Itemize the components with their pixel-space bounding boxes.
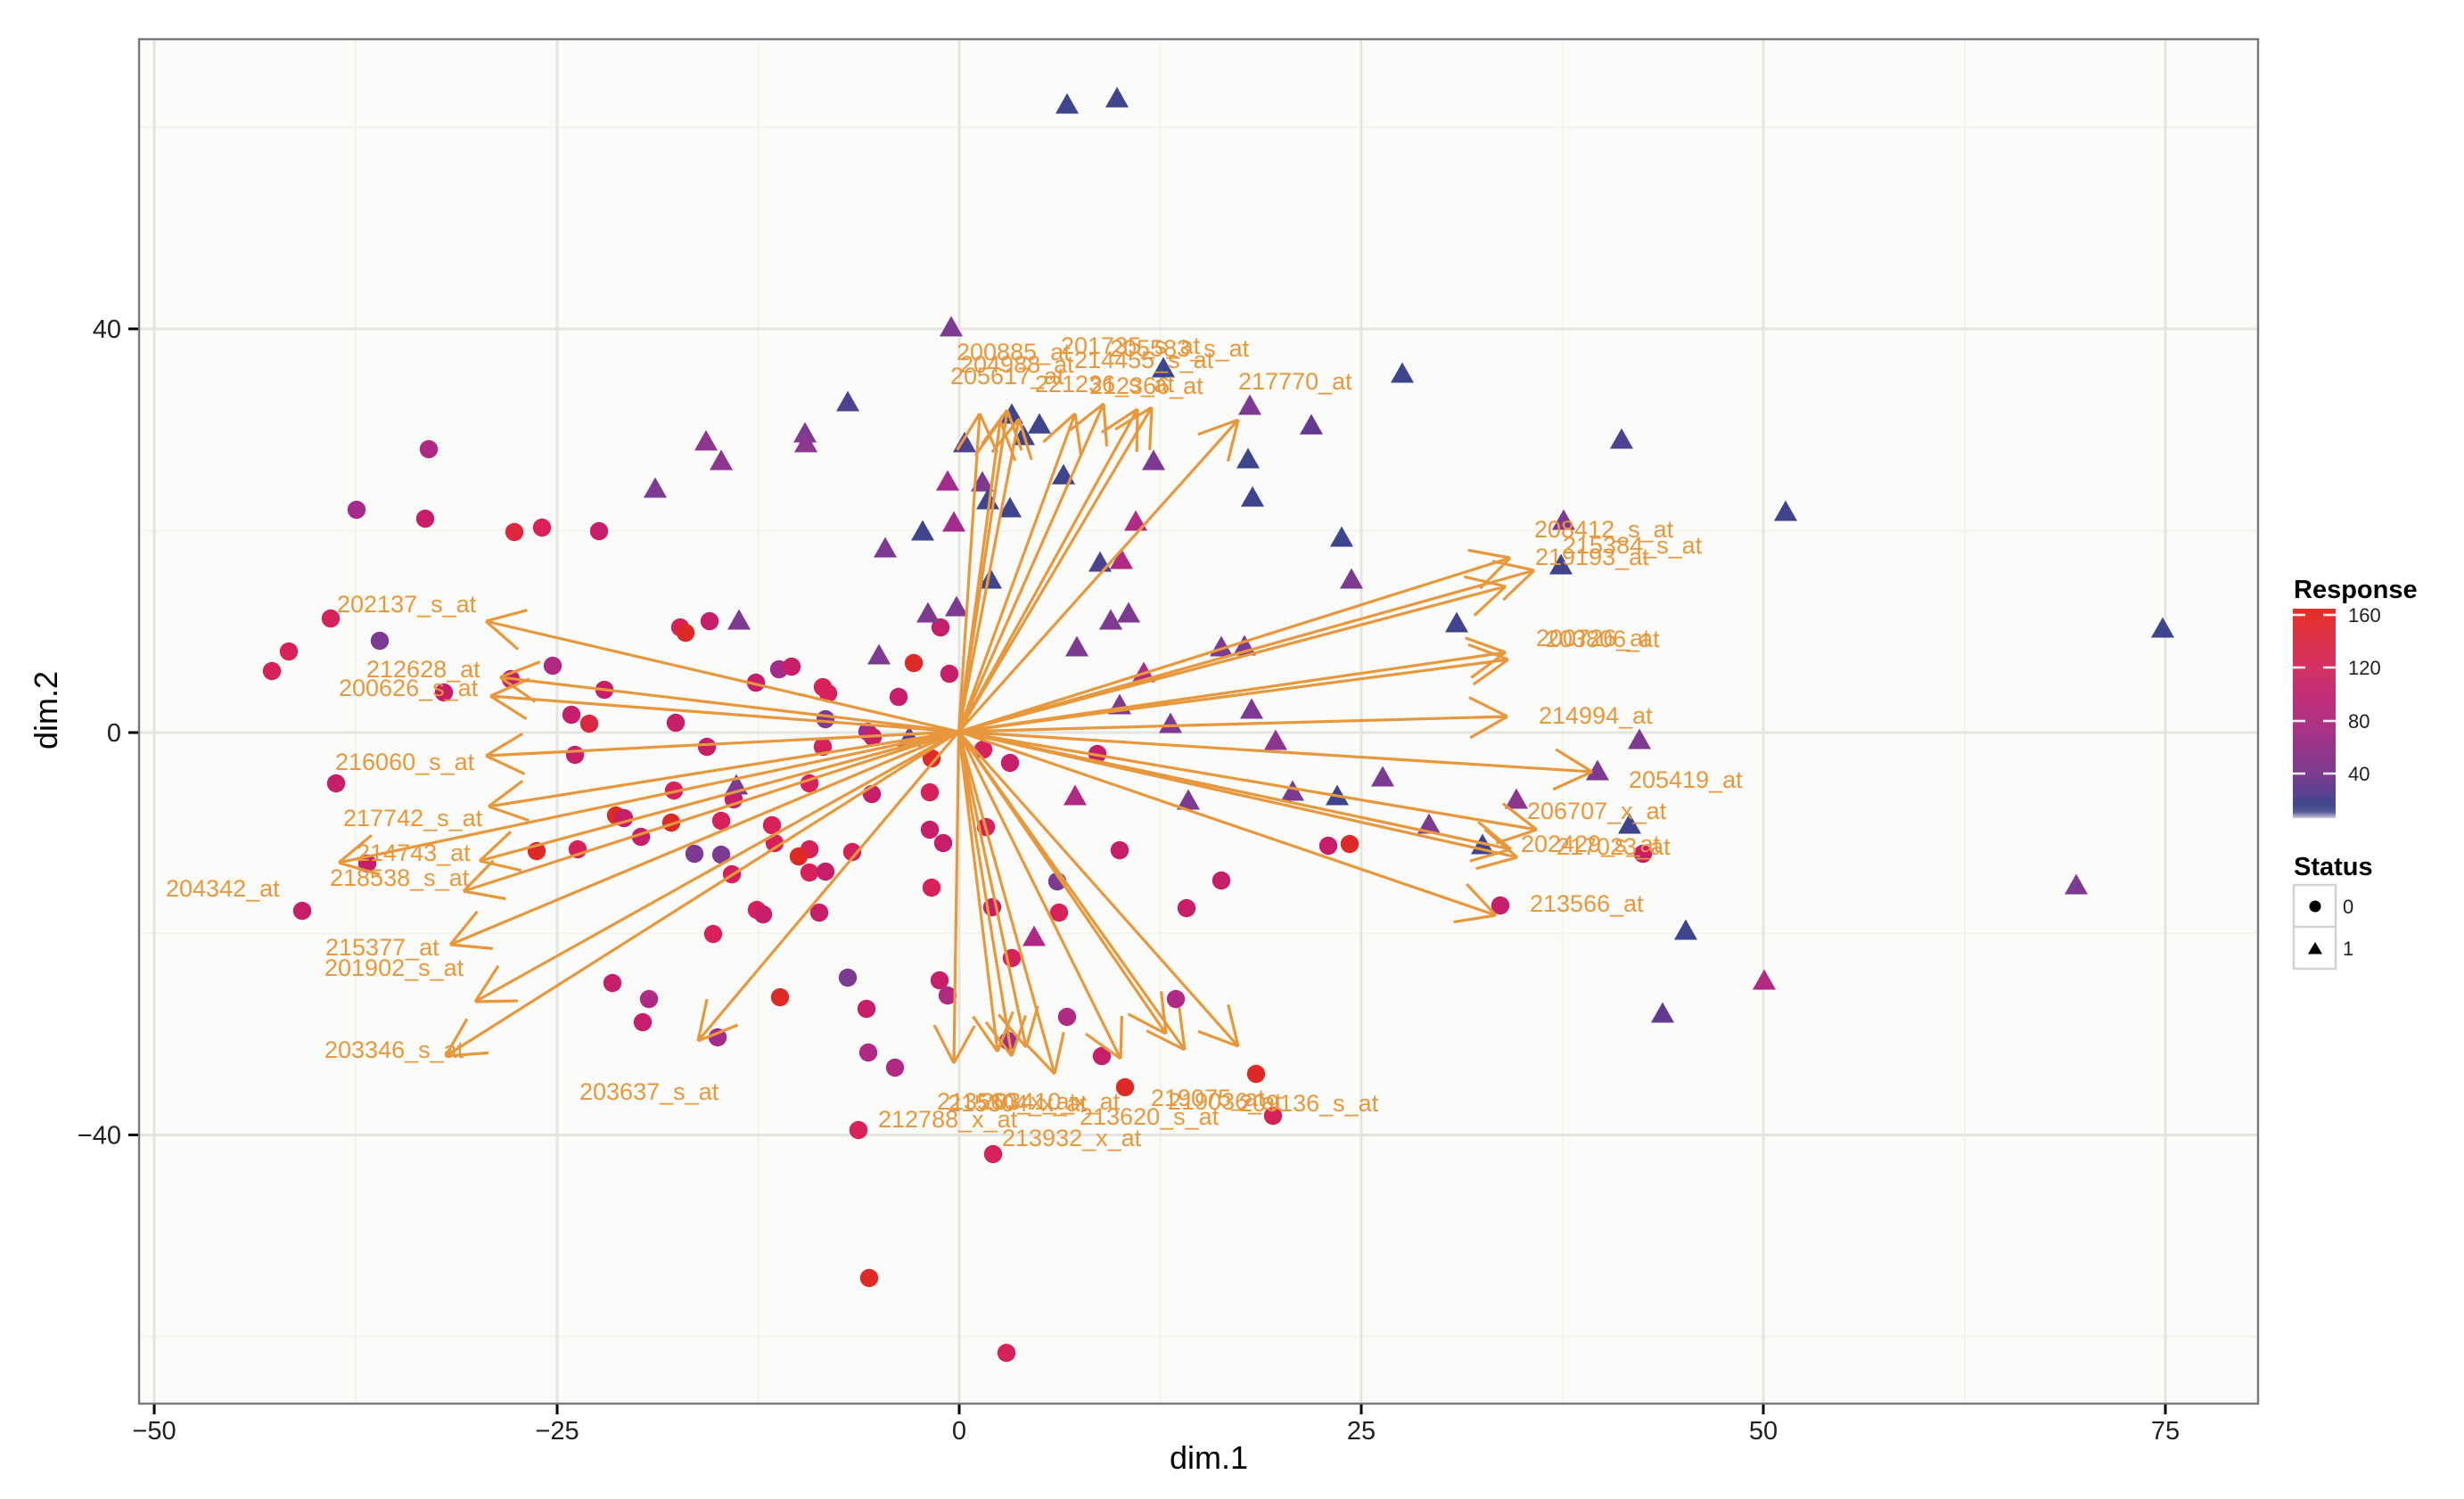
svg-text:213566_at: 213566_at xyxy=(1530,890,1644,917)
svg-text:−50: −50 xyxy=(132,1417,176,1446)
svg-text:212788_x_at: 212788_x_at xyxy=(878,1106,1018,1133)
svg-text:203346_s_at: 203346_s_at xyxy=(324,1036,464,1063)
svg-text:212628_at: 212628_at xyxy=(366,656,480,683)
svg-text:Response: Response xyxy=(2294,576,2418,604)
svg-text:40: 40 xyxy=(2348,763,2370,785)
svg-text:214743_at: 214743_at xyxy=(357,840,471,866)
svg-text:202137_s_at: 202137_s_at xyxy=(337,591,477,618)
svg-text:204988_at: 204988_at xyxy=(960,351,1074,378)
svg-text:212366_at: 212366_at xyxy=(1089,373,1203,399)
svg-text:214455_s_at: 214455_s_at xyxy=(1074,347,1214,373)
svg-text:160: 160 xyxy=(2348,604,2381,627)
svg-text:120: 120 xyxy=(2348,657,2381,679)
svg-text:200726_at: 200726_at xyxy=(1536,625,1650,651)
svg-text:203410_x_at: 203410_x_at xyxy=(981,1088,1121,1115)
svg-text:dim.1: dim.1 xyxy=(1170,1439,1248,1476)
svg-text:202429_s_at: 202429_s_at xyxy=(1521,831,1661,857)
svg-text:217023_at: 217023_at xyxy=(1556,833,1671,860)
svg-text:40: 40 xyxy=(93,315,121,344)
svg-text:216060_s_at: 216060_s_at xyxy=(335,749,475,775)
svg-text:−25: −25 xyxy=(535,1417,579,1446)
svg-text:215304_x_at: 215304_x_at xyxy=(948,1090,1088,1117)
svg-text:75: 75 xyxy=(2151,1417,2180,1446)
svg-text:25: 25 xyxy=(1347,1417,1376,1446)
svg-text:1: 1 xyxy=(2343,938,2353,960)
svg-text:205617_at: 205617_at xyxy=(950,363,1064,389)
svg-text:200885_at: 200885_at xyxy=(957,339,1071,365)
svg-text:dim.2: dim.2 xyxy=(28,671,64,750)
svg-text:205583_s_at: 205583_s_at xyxy=(1110,335,1250,362)
svg-text:215377_at: 215377_at xyxy=(325,934,439,961)
svg-text:221236_s_at: 221236_s_at xyxy=(1035,371,1175,397)
svg-text:217770_at: 217770_at xyxy=(1238,368,1352,395)
svg-text:205419_at: 205419_at xyxy=(1629,766,1743,793)
svg-text:203637_s_at: 203637_s_at xyxy=(579,1078,719,1105)
svg-text:80: 80 xyxy=(2348,710,2370,733)
svg-text:218538_s_at: 218538_s_at xyxy=(330,864,470,891)
svg-text:204342_at: 204342_at xyxy=(166,875,280,902)
svg-text:206707_x_at: 206707_x_at xyxy=(1527,798,1667,824)
svg-text:0: 0 xyxy=(2343,896,2353,918)
svg-text:Status: Status xyxy=(2294,853,2373,881)
svg-text:−40: −40 xyxy=(78,1122,121,1151)
svg-text:209136_s_at: 209136_s_at xyxy=(1239,1090,1379,1117)
svg-text:219075_at: 219075_at xyxy=(1151,1085,1265,1111)
svg-text:201902_s_at: 201902_s_at xyxy=(324,954,464,981)
svg-text:0: 0 xyxy=(952,1417,966,1446)
svg-text:200626_s_at: 200626_s_at xyxy=(339,675,479,701)
svg-text:208412_s_at: 208412_s_at xyxy=(1534,516,1674,543)
svg-text:213620_s_at: 213620_s_at xyxy=(1080,1103,1220,1130)
svg-text:203806_at: 203806_at xyxy=(1546,626,1660,652)
svg-text:217742_s_at: 217742_s_at xyxy=(343,805,483,831)
svg-text:213560_x_at: 213560_x_at xyxy=(937,1088,1077,1115)
svg-text:214994_at: 214994_at xyxy=(1539,702,1653,729)
svg-text:215384_s_at: 215384_s_at xyxy=(1563,532,1703,559)
svg-text:219193_at: 219193_at xyxy=(1535,544,1649,570)
svg-text:0: 0 xyxy=(107,719,121,748)
svg-text:213932_x_at: 213932_x_at xyxy=(1002,1125,1142,1151)
svg-text:50: 50 xyxy=(1749,1417,1778,1446)
svg-text:219036_at: 219036_at xyxy=(1168,1088,1282,1115)
svg-text:201735_s_at: 201735_s_at xyxy=(1061,332,1201,359)
